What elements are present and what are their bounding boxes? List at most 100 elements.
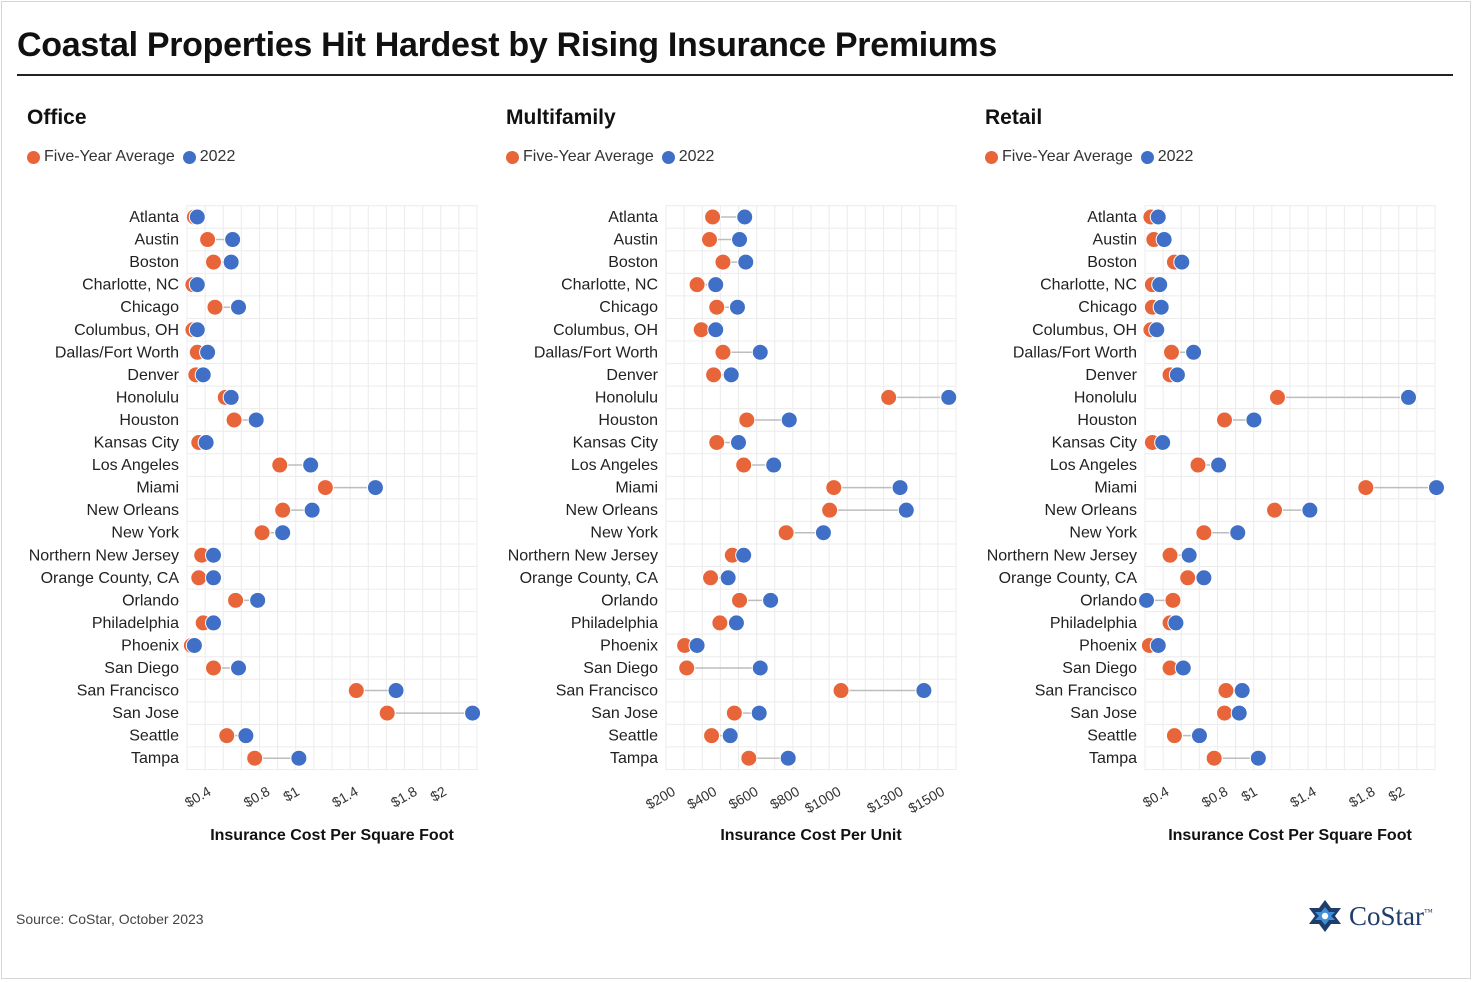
category-label: Honolulu bbox=[1074, 389, 1137, 406]
point-2022 bbox=[224, 231, 242, 249]
dumbbell-chart-multifamily: Atlanta Austin Boston Charlotte, NC Chicago C… bbox=[508, 205, 958, 844]
point-2022 bbox=[728, 298, 746, 316]
point-2022 bbox=[722, 366, 740, 384]
category-label: Kansas City bbox=[1052, 435, 1137, 452]
category-label: San Jose bbox=[112, 705, 179, 722]
category-label: Orlando bbox=[1080, 592, 1137, 609]
x-axis-label: Insurance Cost Per Unit bbox=[720, 827, 902, 844]
category-label: Philadelphia bbox=[571, 615, 658, 632]
costar-star-icon bbox=[1309, 900, 1341, 932]
x-tick-label: $2 bbox=[428, 783, 450, 805]
point-2022 bbox=[230, 659, 248, 677]
point-five-year-average bbox=[378, 704, 396, 722]
point-2022 bbox=[765, 456, 783, 474]
x-tick-label: $0.4 bbox=[1140, 783, 1172, 811]
point-five-year-average bbox=[880, 388, 898, 406]
point-five-year-average bbox=[725, 704, 743, 722]
point-2022 bbox=[707, 276, 725, 294]
point-five-year-average bbox=[731, 591, 749, 609]
point-2022 bbox=[1210, 456, 1228, 474]
category-label: New Orleans bbox=[566, 502, 658, 519]
marks: Atlanta Austin Boston Charlotte, NC Chicago C… bbox=[508, 208, 958, 767]
point-2022 bbox=[1167, 614, 1185, 632]
point-five-year-average bbox=[703, 727, 721, 745]
point-five-year-average bbox=[688, 276, 706, 294]
category-label: Orlando bbox=[122, 592, 179, 609]
category-label: Northern New Jersey bbox=[29, 547, 179, 564]
panel-title: Retail bbox=[985, 106, 1043, 129]
point-2022 bbox=[230, 298, 248, 316]
category-label: Charlotte, NC bbox=[561, 277, 658, 294]
category-label: Columbus, OH bbox=[1032, 322, 1137, 339]
category-label: Denver bbox=[127, 367, 179, 384]
point-2022 bbox=[204, 614, 222, 632]
point-five-year-average bbox=[218, 727, 236, 745]
point-2022 bbox=[1249, 749, 1267, 767]
point-2022 bbox=[1149, 636, 1167, 654]
category-label: Orange County, CA bbox=[520, 570, 659, 587]
point-five-year-average bbox=[701, 231, 718, 249]
point-five-year-average bbox=[821, 501, 839, 519]
point-five-year-average bbox=[692, 321, 710, 339]
point-2022 bbox=[1229, 524, 1247, 542]
point-2022 bbox=[197, 434, 215, 451]
category-label: Dallas/Fort Worth bbox=[1013, 344, 1137, 361]
category-label: Northern New Jersey bbox=[508, 547, 658, 564]
x-axis-ticks: $200 $400 $600 $800 $1000 $1300 $1500 bbox=[643, 783, 947, 816]
category-label: Columbus, OH bbox=[553, 322, 658, 339]
point-five-year-average bbox=[711, 614, 729, 632]
category-label: Houston bbox=[598, 412, 658, 429]
point-2022 bbox=[302, 456, 320, 474]
point-five-year-average bbox=[738, 411, 756, 429]
point-five-year-average bbox=[825, 479, 843, 497]
category-label: San Francisco bbox=[556, 683, 658, 700]
point-2022 bbox=[762, 591, 780, 609]
x-axis-ticks: $0.4 $0.8 $1 $1.4 $1.8 $2 bbox=[1140, 783, 1407, 811]
category-label: Chicago bbox=[1078, 299, 1137, 316]
point-five-year-average bbox=[347, 682, 365, 700]
category-label: Honolulu bbox=[595, 389, 658, 406]
point-five-year-average bbox=[740, 749, 758, 767]
x-tick-label: $0.8 bbox=[1199, 783, 1231, 811]
point-2022 bbox=[1245, 411, 1263, 429]
point-five-year-average bbox=[1164, 591, 1182, 609]
point-five-year-average bbox=[1165, 727, 1183, 745]
legend-dot-2022 bbox=[182, 150, 196, 164]
point-2022 bbox=[1154, 434, 1172, 451]
category-label: Philadelphia bbox=[92, 615, 179, 632]
point-2022 bbox=[1190, 727, 1208, 745]
panel-office: Office Five-Year Average 2022 Atlanta Aus… bbox=[17, 100, 487, 860]
category-label: Austin bbox=[614, 232, 658, 249]
legend-label-five-year: Five-Year Average bbox=[523, 148, 654, 165]
point-five-year-average bbox=[708, 298, 726, 316]
point-2022 bbox=[222, 253, 240, 271]
x-tick-label: $1 bbox=[1238, 783, 1260, 805]
point-five-year-average bbox=[1179, 569, 1197, 587]
legend-label-five-year: Five-Year Average bbox=[1002, 148, 1133, 165]
category-label: Los Angeles bbox=[92, 457, 179, 474]
point-2022 bbox=[731, 231, 749, 249]
category-label: Orange County, CA bbox=[41, 570, 180, 587]
point-2022 bbox=[688, 636, 706, 654]
legend-label-2022: 2022 bbox=[678, 148, 715, 165]
category-label: San Francisco bbox=[77, 683, 179, 700]
category-label: Chicago bbox=[599, 299, 658, 316]
point-2022 bbox=[274, 524, 292, 542]
category-label: Honolulu bbox=[116, 389, 179, 406]
point-2022 bbox=[204, 569, 222, 587]
category-label: Columbus, OH bbox=[74, 322, 179, 339]
category-label: Boston bbox=[608, 254, 658, 271]
category-label: Tampa bbox=[1089, 750, 1137, 767]
point-2022 bbox=[814, 524, 832, 542]
point-2022 bbox=[1174, 659, 1192, 677]
category-label: San Diego bbox=[583, 660, 658, 677]
point-five-year-average bbox=[678, 659, 696, 677]
point-five-year-average bbox=[714, 343, 732, 361]
point-2022 bbox=[780, 411, 798, 429]
point-2022 bbox=[891, 479, 909, 497]
point-2022 bbox=[751, 659, 769, 677]
category-label: Orange County, CA bbox=[999, 570, 1138, 587]
point-five-year-average bbox=[1268, 388, 1286, 406]
logo-name: CoStar bbox=[1349, 900, 1425, 931]
category-label: Philadelphia bbox=[1050, 615, 1137, 632]
